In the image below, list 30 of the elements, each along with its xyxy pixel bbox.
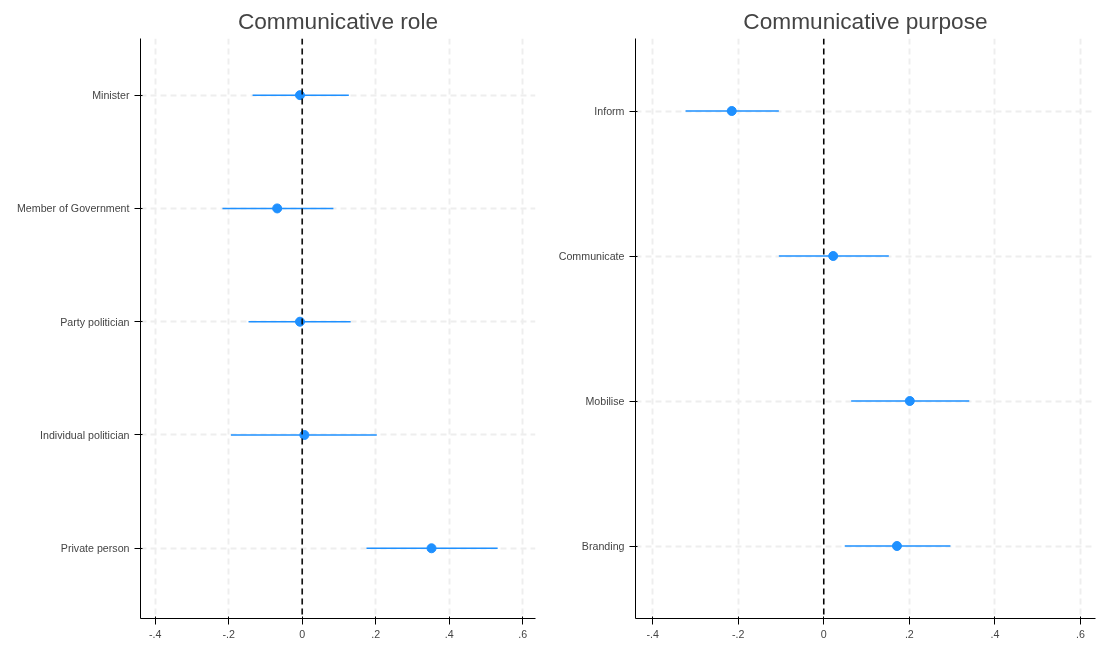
x-tick-label: .4 xyxy=(444,627,454,640)
y-tick-label: Branding xyxy=(581,540,625,552)
point xyxy=(294,90,305,101)
x-tick-label: .6 xyxy=(1076,627,1086,640)
y-tick-label: Mobilise xyxy=(585,395,625,407)
y-tick-label: Private person xyxy=(60,542,130,555)
y-tick-label: Inform xyxy=(594,105,625,117)
point xyxy=(904,396,915,406)
x-tick-label: -.4 xyxy=(646,627,659,640)
x-tick-label: -.2 xyxy=(731,627,745,640)
y-tick-label: Minister xyxy=(92,89,130,102)
chart-title: Communicative role xyxy=(237,7,439,34)
x-tick-label: .2 xyxy=(371,627,381,640)
point xyxy=(891,541,902,551)
point xyxy=(828,251,839,261)
y-tick-label: Communicate xyxy=(558,250,625,262)
chart-title: Communicative purpose xyxy=(743,7,988,34)
x-tick-label: .4 xyxy=(990,627,1000,640)
y-tick-label: Individual politician xyxy=(40,428,130,441)
x-tick-label: .6 xyxy=(518,627,528,640)
y-tick-label: Member of Government xyxy=(16,202,130,215)
point xyxy=(426,543,437,554)
x-tick-label: 0 xyxy=(820,627,827,640)
x-tick-label: .2 xyxy=(904,627,914,640)
y-tick-label: Party politician xyxy=(60,315,130,328)
x-tick-label: -.2 xyxy=(222,627,235,640)
point xyxy=(272,203,283,214)
x-tick-label: -.4 xyxy=(148,627,162,640)
x-tick-label: 0 xyxy=(299,627,306,640)
point xyxy=(726,106,737,116)
